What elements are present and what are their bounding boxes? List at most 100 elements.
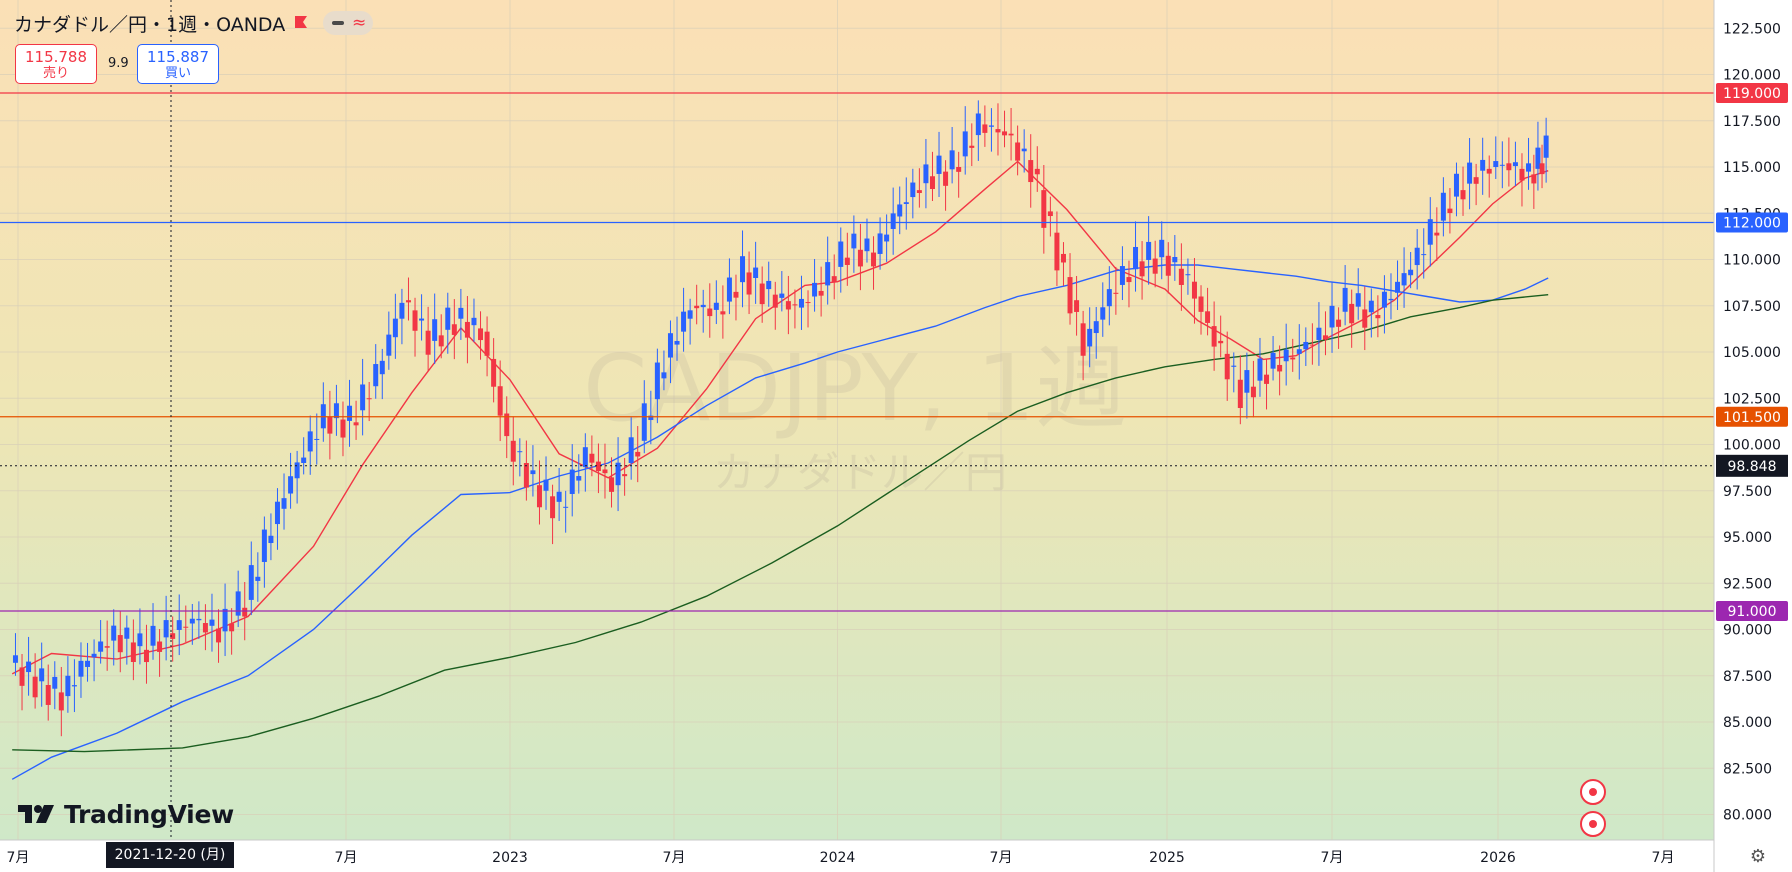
candle-body xyxy=(340,419,346,438)
flag-icon[interactable] xyxy=(293,15,309,29)
candle-body xyxy=(242,607,248,617)
candle-body xyxy=(772,294,778,308)
candle-body xyxy=(884,234,890,242)
candle-body xyxy=(1191,281,1197,299)
candle-body xyxy=(366,398,372,400)
candle-body xyxy=(360,384,366,411)
candle-body xyxy=(1531,174,1537,184)
candle-body xyxy=(1172,256,1178,263)
candle-body xyxy=(1146,241,1152,260)
candle-body xyxy=(150,625,156,646)
candle-body xyxy=(143,649,149,663)
candle-body xyxy=(1512,162,1518,167)
candle-body xyxy=(609,477,615,492)
candle-body xyxy=(916,190,922,194)
horizontal-level-tag xyxy=(1716,601,1788,621)
candle-body xyxy=(877,233,883,254)
x-tick-label: 7月 xyxy=(990,850,1013,866)
candle-body xyxy=(740,256,746,283)
candle-body xyxy=(1139,261,1145,277)
y-tick-label: 107.500 xyxy=(1723,299,1781,315)
candle-body xyxy=(1467,162,1473,184)
event-icon[interactable] xyxy=(1580,811,1606,837)
candle-body xyxy=(943,171,949,186)
candle-body xyxy=(327,416,333,434)
candle-body xyxy=(170,633,176,639)
candle-body xyxy=(1535,147,1541,169)
candle-body xyxy=(504,413,510,437)
indicator-toggle-pill[interactable]: ≈ xyxy=(323,11,373,35)
candle-body xyxy=(1165,255,1171,276)
candle-body xyxy=(694,305,700,309)
x-tick-label: 7月 xyxy=(335,850,358,866)
buy-button[interactable]: 115.887 買い xyxy=(137,44,219,84)
candle-body xyxy=(425,330,431,355)
candle-body xyxy=(1381,291,1387,308)
candle-body xyxy=(733,291,739,298)
candle-body xyxy=(687,310,693,319)
candle-body xyxy=(1329,305,1335,328)
minus-icon[interactable] xyxy=(332,21,344,25)
candle-body xyxy=(379,360,385,375)
candle-body xyxy=(1119,266,1125,285)
candle-body xyxy=(478,328,484,341)
candle-body xyxy=(530,470,536,475)
x-tick-label: 2024 xyxy=(820,850,856,866)
candle-body xyxy=(720,311,726,315)
watermark-name: カナダドル／円 xyxy=(713,448,1007,497)
candle-body xyxy=(347,405,353,421)
candle-body xyxy=(202,623,208,633)
candle-body xyxy=(805,302,811,304)
tradingview-logo[interactable]: TradingView xyxy=(18,800,234,829)
y-tick-label: 117.500 xyxy=(1723,114,1781,130)
settings-gear-icon[interactable]: ⚙ xyxy=(1749,846,1767,867)
horizontal-level-label: 119.000 xyxy=(1723,86,1781,102)
x-tick-label: 7月 xyxy=(1652,850,1675,866)
candle-body xyxy=(1526,163,1532,172)
candle-body xyxy=(1447,208,1453,214)
candle-body xyxy=(405,300,411,303)
candle-body xyxy=(1349,303,1355,324)
wave-icon[interactable]: ≈ xyxy=(352,13,367,33)
canada-flag-icon[interactable] xyxy=(1580,779,1606,805)
candle-body xyxy=(1185,274,1191,276)
candle-body xyxy=(903,202,909,204)
candle-body xyxy=(753,267,759,278)
price-axis-background xyxy=(1714,0,1792,872)
candle-body xyxy=(615,462,621,486)
candle-body xyxy=(1067,277,1073,314)
candle-body xyxy=(563,506,569,508)
candle-body xyxy=(1218,340,1224,344)
candle-body xyxy=(1322,335,1328,340)
candle-body xyxy=(897,204,903,217)
candle-body xyxy=(1296,349,1302,354)
y-tick-label: 95.000 xyxy=(1723,530,1772,546)
sell-button[interactable]: 115.788 売り xyxy=(15,44,97,84)
candle-body xyxy=(1543,135,1549,158)
candle-body xyxy=(78,660,84,677)
candle-body xyxy=(779,293,785,298)
candle-body xyxy=(1414,247,1420,266)
candle-body xyxy=(1087,328,1093,347)
y-tick-label: 85.000 xyxy=(1723,715,1772,731)
candle-body xyxy=(1205,311,1211,323)
candle-body xyxy=(949,150,955,170)
buy-price: 115.887 xyxy=(146,48,210,66)
candle-body xyxy=(1257,358,1263,381)
candle-body xyxy=(1493,161,1499,167)
candle-body xyxy=(576,476,582,481)
candle-body xyxy=(176,620,182,630)
plot-background xyxy=(0,0,1714,840)
candle-body xyxy=(124,627,130,639)
candle-body xyxy=(851,233,857,249)
candle-body xyxy=(412,310,418,331)
candle-body xyxy=(674,340,680,345)
candle-body xyxy=(235,591,241,616)
candle-body xyxy=(1408,269,1414,276)
candle-body xyxy=(432,319,438,341)
candle-body xyxy=(130,642,136,662)
candle-body xyxy=(1277,364,1283,372)
y-tick-label: 80.000 xyxy=(1723,808,1772,824)
